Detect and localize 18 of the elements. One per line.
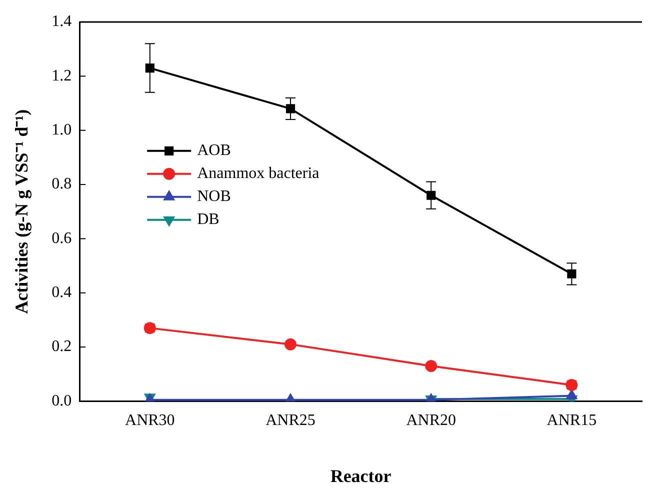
y-tick-label: 1.2 [52,67,72,84]
x-tick-label: ANR15 [546,412,597,430]
y-tick-label: 0.0 [52,392,72,410]
y-tick-label: 1.0 [52,122,72,139]
y-tick-label: 0.6 [52,230,72,247]
legend-label: NOB [197,188,231,206]
x-tick-label: ANR30 [125,412,175,430]
y-axis-title: Activities (g-N g VSS⁻¹ d⁻¹) [11,109,32,314]
y-tick-label: 0.8 [52,176,72,193]
x-axis-title: Reactor [330,466,392,486]
legend-label: AOB [197,142,231,160]
legend-label: DB [197,211,220,228]
y-tick-label: 0.2 [52,338,72,356]
legend-label: Anammox bacteria [197,165,320,182]
x-tick-label: ANR25 [266,412,316,430]
y-tick-label: 0.4 [52,284,72,302]
y-tick-label: 1.4 [52,13,72,30]
x-tick-label: ANR20 [406,412,456,430]
